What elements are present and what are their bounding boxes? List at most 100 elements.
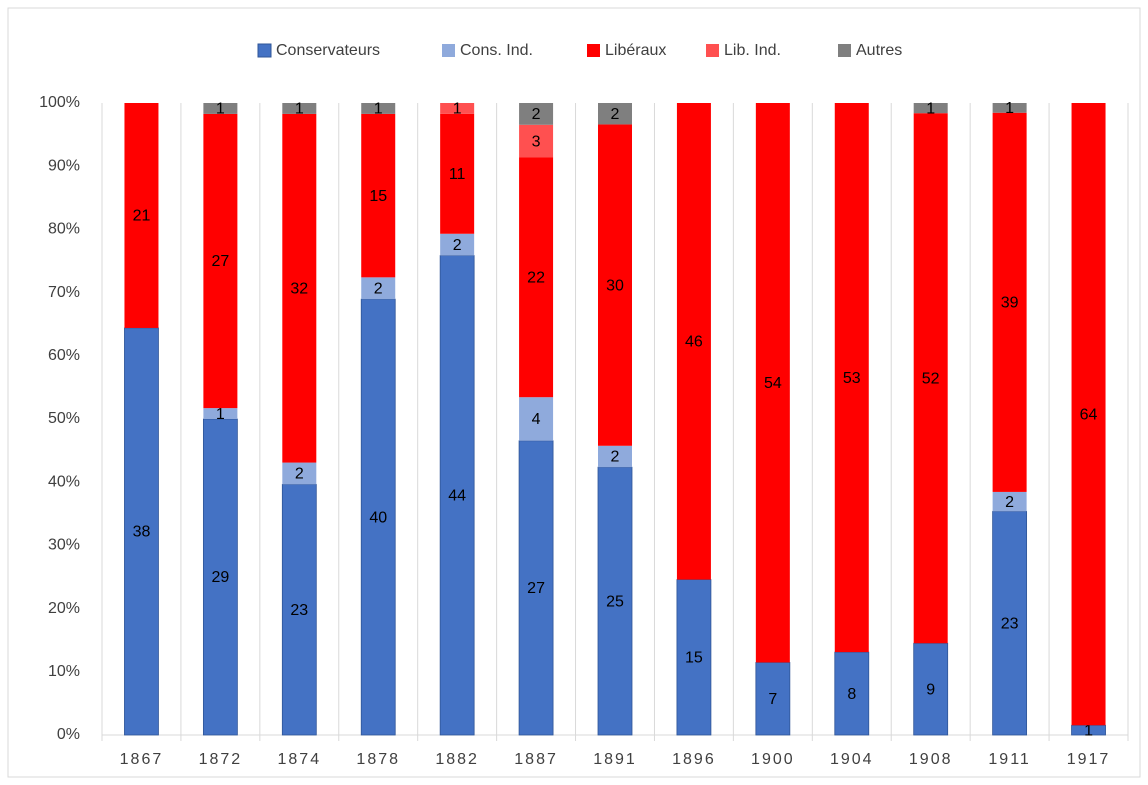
- legend-label: Libéraux: [605, 42, 666, 59]
- x-tick-label: 1872: [199, 751, 243, 768]
- data-label: 23: [1001, 615, 1019, 632]
- bar-segment: [992, 510, 1028, 736]
- data-label: 2: [295, 466, 304, 483]
- data-label: 52: [922, 370, 940, 387]
- bar-segment: [282, 113, 317, 463]
- data-label: 30: [606, 277, 624, 294]
- data-label: 8: [847, 686, 856, 703]
- x-tick-label: 1867: [120, 751, 164, 768]
- data-label: 4: [532, 411, 541, 428]
- x-tick-label: 1917: [1067, 751, 1111, 768]
- data-label: 32: [290, 280, 308, 297]
- data-label: 54: [764, 375, 782, 392]
- data-label: 27: [211, 253, 229, 270]
- bar-segment: [519, 103, 554, 125]
- bar-segment: [992, 103, 1027, 113]
- legend-label: Conservateurs: [276, 42, 380, 59]
- bar-segment: [992, 112, 1027, 492]
- data-label: 1: [926, 100, 935, 117]
- data-label: 1: [295, 101, 304, 118]
- data-label: 2: [611, 449, 620, 466]
- data-label: 1: [453, 101, 462, 118]
- data-label: 46: [685, 334, 703, 351]
- bar-segment: [440, 113, 475, 234]
- bar-segment: [597, 466, 633, 736]
- data-label: 64: [1080, 406, 1098, 423]
- data-label: 27: [527, 580, 545, 597]
- x-tick-label: 1878: [356, 751, 400, 768]
- bar-segment: [203, 103, 238, 114]
- legend-swatch: [257, 43, 272, 58]
- bar-segment: [755, 662, 791, 736]
- data-label: 2: [374, 280, 383, 297]
- data-label: 53: [843, 370, 861, 387]
- legend-swatch: [706, 44, 719, 57]
- y-tick-label: 30%: [48, 537, 80, 554]
- bar-segment: [519, 124, 554, 158]
- bar-segment: [992, 491, 1027, 512]
- bar-segment: [598, 124, 632, 446]
- bar-segment: [360, 298, 396, 736]
- x-tick-label: 1882: [435, 751, 479, 768]
- y-tick-label: 50%: [48, 410, 80, 427]
- bar-segment: [913, 113, 948, 644]
- data-label: 2: [1005, 494, 1014, 511]
- data-label: 1: [216, 406, 225, 423]
- bar-segment: [203, 408, 238, 419]
- legend-label: Cons. Ind.: [460, 42, 533, 59]
- data-label: 29: [211, 569, 229, 586]
- bar-segment: [1071, 103, 1106, 726]
- bar-segment: [519, 157, 554, 398]
- data-label: 2: [453, 237, 462, 254]
- legend-swatch: [838, 44, 851, 57]
- data-label: 2: [532, 106, 541, 123]
- bar-segment: [518, 440, 554, 736]
- data-label: 9: [926, 681, 935, 698]
- data-label: 15: [685, 650, 703, 667]
- chart-frame: [7, 7, 1141, 778]
- bar-segment: [203, 113, 238, 409]
- bar-segment: [440, 103, 475, 114]
- x-tick-label: 1900: [751, 751, 795, 768]
- bar-segment: [913, 642, 949, 736]
- x-tick-label: 1904: [830, 751, 874, 768]
- bar-segment: [282, 462, 317, 485]
- legend-label: Lib. Ind.: [724, 42, 781, 59]
- bar-segment: [834, 651, 870, 736]
- data-label: 44: [448, 487, 466, 504]
- bar-segment: [124, 103, 159, 328]
- data-label: 1: [374, 101, 383, 118]
- y-tick-label: 90%: [48, 157, 80, 174]
- bar-segment: [282, 103, 317, 114]
- bar-segment: [676, 103, 711, 580]
- data-label: 21: [133, 208, 151, 225]
- x-tick-label: 1896: [672, 751, 716, 768]
- y-tick-label: 40%: [48, 473, 80, 490]
- bar-segment: [281, 483, 317, 736]
- bar-segment: [361, 277, 396, 300]
- x-tick-label: 1887: [514, 751, 558, 768]
- bar-segment: [124, 327, 159, 736]
- y-tick-label: 0%: [57, 726, 80, 743]
- bar-segment: [598, 103, 632, 125]
- y-tick-label: 100%: [39, 94, 80, 111]
- data-label: 22: [527, 270, 545, 287]
- data-label: 40: [369, 509, 387, 526]
- data-label: 25: [606, 593, 624, 610]
- bar-segment: [755, 103, 790, 663]
- data-label: 39: [1001, 295, 1019, 312]
- data-label: 15: [369, 188, 387, 205]
- legend-swatch: [587, 44, 600, 57]
- bar-segment: [440, 233, 475, 256]
- data-label: 3: [532, 133, 541, 150]
- y-tick-label: 20%: [48, 600, 80, 617]
- x-tick-label: 1874: [278, 751, 322, 768]
- legend-label: Autres: [856, 42, 902, 59]
- data-label: 1: [1005, 100, 1014, 117]
- y-tick-label: 80%: [48, 221, 80, 238]
- bar-segment: [913, 103, 948, 114]
- x-tick-label: 1908: [909, 751, 953, 768]
- data-label: 23: [290, 602, 308, 619]
- x-tick-label: 1911: [988, 751, 1030, 768]
